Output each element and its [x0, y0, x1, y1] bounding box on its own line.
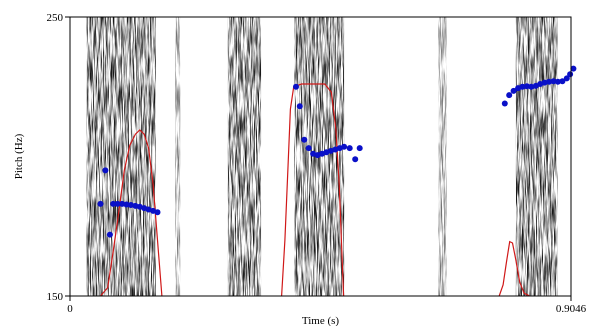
x-tick-label-1: 0 — [67, 303, 73, 315]
pitch-point-45 — [567, 71, 574, 78]
pitch-point-46 — [570, 65, 577, 72]
pitch-point-44 — [563, 75, 570, 82]
y-axis-label: Pitch (Hz) — [13, 133, 25, 179]
pitch-point-30 — [501, 100, 508, 107]
pitch-point-6 — [119, 200, 126, 207]
pitch-point-12 — [145, 206, 152, 213]
pitch-point-8 — [127, 202, 134, 208]
pitch-point-7 — [123, 201, 130, 208]
plot-frame — [69, 16, 572, 297]
pitch-point-29 — [356, 145, 363, 152]
pitch-point-35 — [523, 83, 530, 90]
pitch-point-19 — [310, 150, 317, 157]
x-tick-label-2: 0.9046 — [556, 303, 587, 315]
y-tick-label-1: 150 — [47, 291, 64, 303]
pitch-point-26 — [341, 143, 348, 150]
x-axis-label: Time (s) — [302, 315, 340, 326]
pitch-point-40 — [546, 78, 553, 85]
axis-ticks: 150 250 0 0.9046 — [47, 12, 587, 315]
pitch-point-22 — [323, 149, 330, 156]
pitch-point-31 — [506, 92, 513, 99]
spectrogram-background — [86, 17, 558, 296]
spectrogram-band-3 — [227, 17, 262, 296]
spectrogram-band-1 — [86, 17, 156, 296]
pitch-point-43 — [559, 78, 566, 85]
pitch-point-3 — [106, 231, 113, 238]
pitch-point-2 — [102, 167, 109, 174]
spectrogram-band-6 — [515, 17, 558, 296]
pitch-point-39 — [541, 79, 548, 86]
pitch-point-16 — [296, 103, 303, 110]
pitch-point-14 — [154, 209, 161, 216]
pitch-point-5 — [114, 200, 121, 207]
pitch-point-4 — [110, 200, 117, 207]
pitch-points — [97, 65, 577, 238]
pitch-point-17 — [301, 136, 308, 143]
pitch-point-36 — [528, 83, 535, 90]
y-tick-label-2: 250 — [47, 12, 64, 24]
pitch-point-28 — [352, 156, 359, 163]
pitch-point-15 — [293, 83, 299, 90]
spectrogram-band-5 — [438, 17, 447, 296]
spectrogram-band-2 — [175, 17, 181, 296]
pitch-point-1 — [97, 200, 104, 207]
pitch-point-34 — [519, 83, 526, 90]
pitch-point-27 — [346, 145, 353, 152]
pitch-point-42 — [554, 78, 561, 85]
pitch-point-32 — [510, 87, 517, 94]
pitch-point-18 — [305, 145, 312, 152]
pitch-contour-line — [100, 83, 530, 297]
pitch-point-41 — [550, 78, 557, 85]
